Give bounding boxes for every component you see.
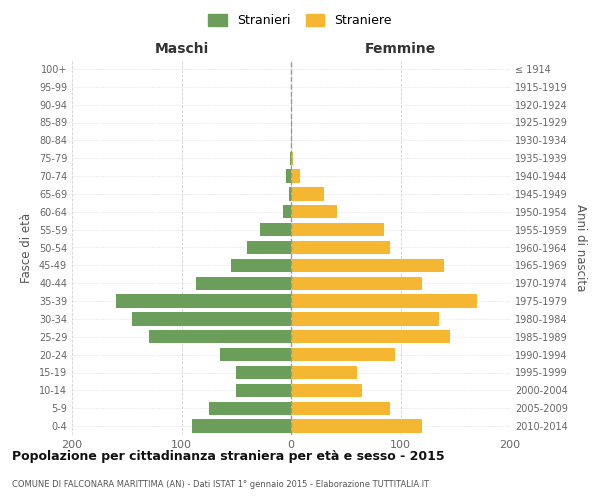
Text: Femmine: Femmine: [365, 42, 436, 56]
Bar: [231, 258, 291, 272]
Bar: [291, 241, 389, 254]
Bar: [291, 134, 292, 147]
Bar: [291, 223, 384, 236]
Bar: [291, 294, 477, 308]
Bar: [291, 420, 422, 433]
Y-axis label: Fasce di età: Fasce di età: [20, 212, 33, 282]
Bar: [236, 366, 291, 379]
Bar: [193, 420, 291, 433]
Bar: [291, 116, 292, 129]
Bar: [291, 366, 357, 379]
Bar: [291, 258, 445, 272]
Bar: [290, 152, 291, 165]
Text: Popolazione per cittadinanza straniera per età e sesso - 2015: Popolazione per cittadinanza straniera p…: [12, 450, 445, 463]
Bar: [220, 348, 291, 362]
Bar: [260, 223, 291, 236]
Y-axis label: Anni di nascita: Anni di nascita: [574, 204, 587, 291]
Bar: [291, 348, 395, 362]
Bar: [291, 330, 450, 344]
Bar: [236, 384, 291, 397]
Bar: [291, 98, 292, 112]
Bar: [291, 170, 300, 183]
Bar: [286, 170, 291, 183]
Bar: [291, 187, 324, 200]
Bar: [247, 241, 291, 254]
Legend: Stranieri, Straniere: Stranieri, Straniere: [203, 8, 397, 32]
Bar: [209, 402, 291, 415]
Bar: [291, 402, 389, 415]
Bar: [283, 205, 291, 218]
Text: Maschi: Maschi: [154, 42, 209, 56]
Bar: [291, 312, 439, 326]
Bar: [149, 330, 291, 344]
Bar: [291, 152, 293, 165]
Bar: [291, 205, 337, 218]
Bar: [291, 276, 422, 290]
Text: COMUNE DI FALCONARA MARITTIMA (AN) - Dati ISTAT 1° gennaio 2015 - Elaborazione T: COMUNE DI FALCONARA MARITTIMA (AN) - Dat…: [12, 480, 429, 489]
Bar: [132, 312, 291, 326]
Bar: [116, 294, 291, 308]
Bar: [291, 384, 362, 397]
Bar: [196, 276, 291, 290]
Bar: [289, 187, 291, 200]
